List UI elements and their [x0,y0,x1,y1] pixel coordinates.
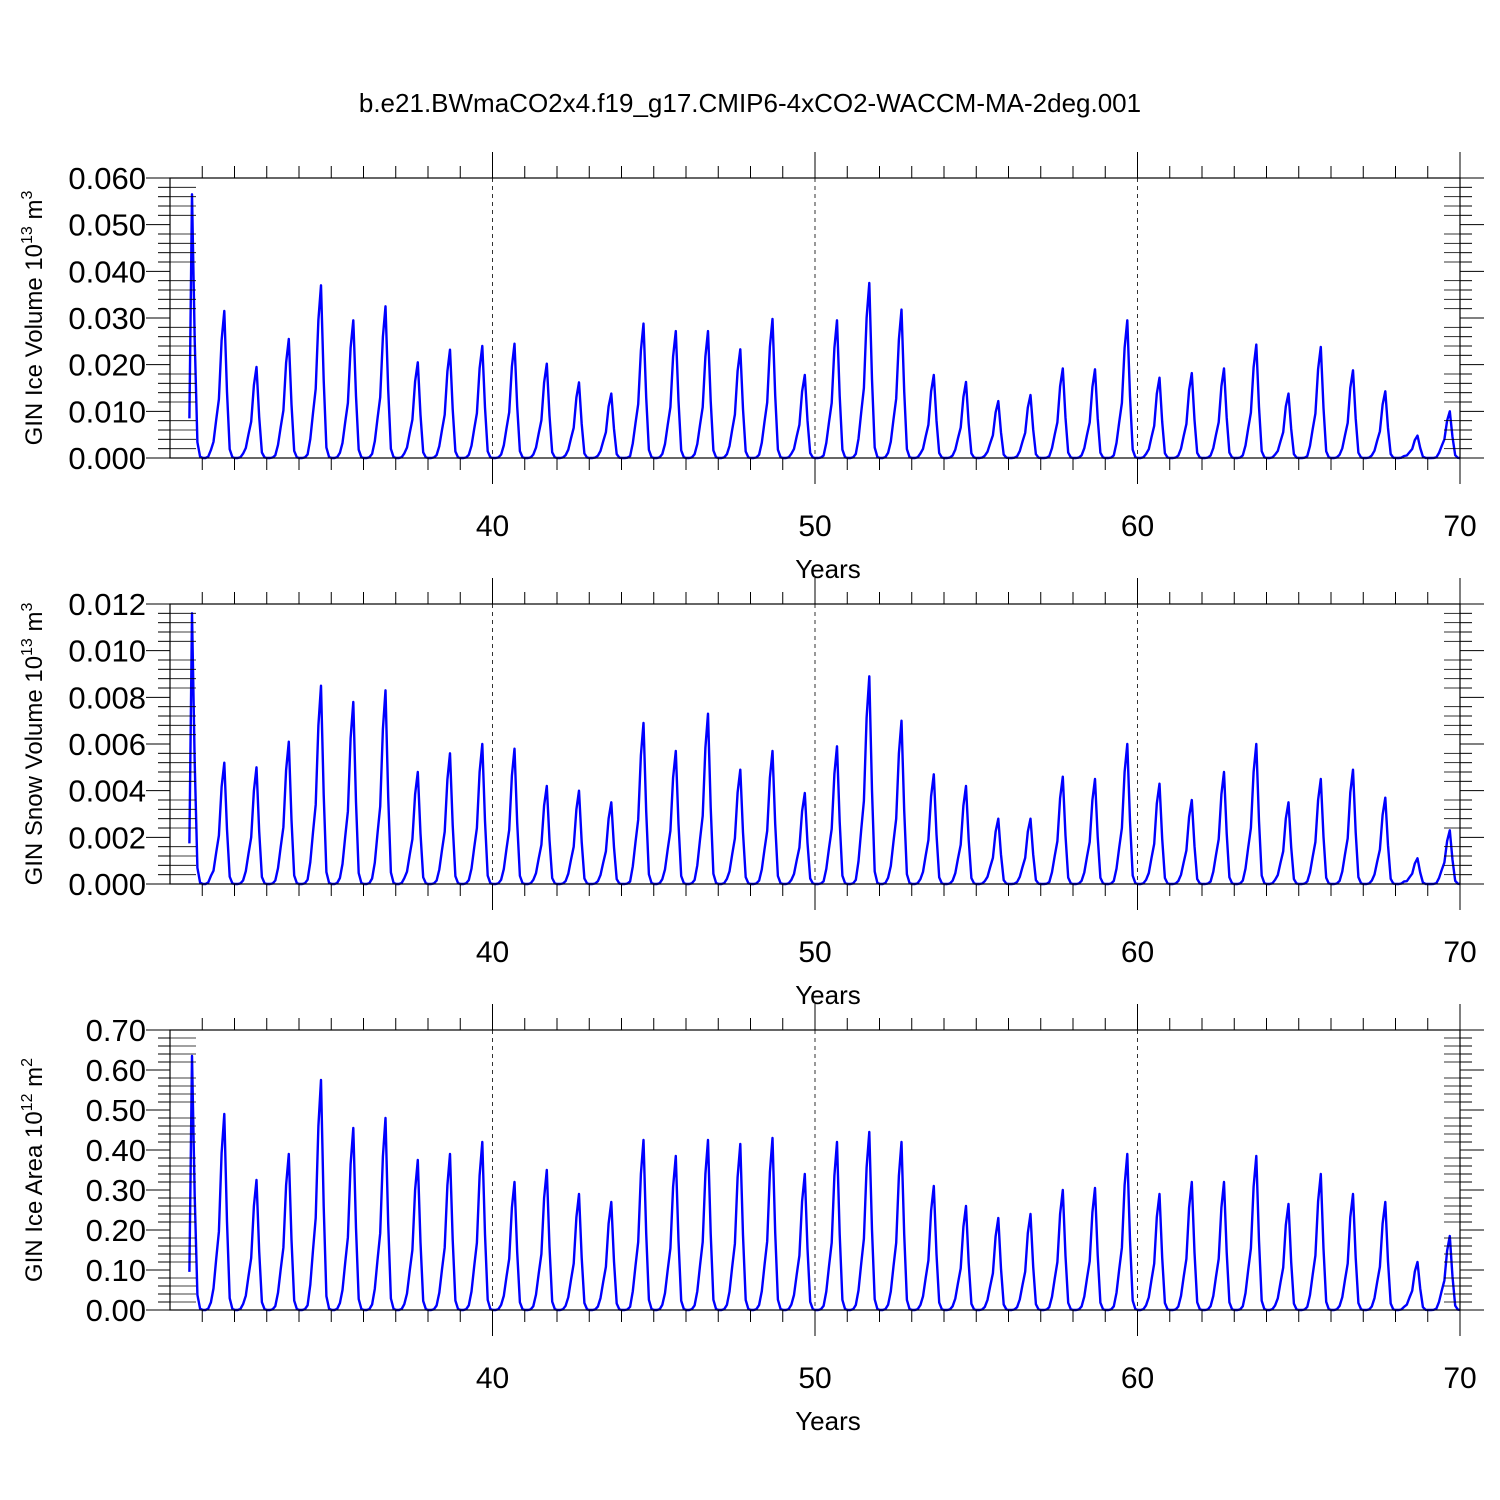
x-tick-label: 70 [1443,510,1476,543]
y-tick-label: 0.50 [86,1093,146,1128]
x-tick-label: 70 [1443,1362,1476,1395]
x-tick-label: 60 [1121,510,1154,543]
panel-ice-area: 40 50 60 70 Years 0.00 0.10 0.20 0.30 0.40 0.50 0.6… [19,1004,1484,1436]
x-tick-label: 50 [798,936,831,969]
y-tick-label: 0.020 [68,348,146,383]
y-tick-label: 0.012 [68,587,146,622]
x-axis-label: Years [795,1406,861,1436]
y-tick-label: 0.006 [68,727,146,762]
x-tick-label: 40 [476,510,509,543]
y-tick-label: 0.010 [68,634,146,669]
y-tick-label: 0.040 [68,254,146,289]
y-tick-label: 0.060 [68,161,146,196]
y-tick-label: 0.70 [86,1013,146,1048]
series-line [188,1054,1461,1312]
y-tick-label: 0.008 [68,680,146,715]
x-tick-label: 60 [1121,1362,1154,1395]
y-axis-label: GIN Ice Volume 1013 m3 [19,191,48,446]
panel-ice-volume: 40 50 60 70 Years 0.000 0.010 0.020 0.030 0.040 0.… [19,152,1484,584]
y-tick-label: 0.002 [68,820,146,855]
y-tick-label: 0.000 [68,441,146,476]
y-tick-label: 0.40 [86,1133,146,1168]
x-tick-label: 60 [1121,936,1154,969]
y-tick-label: 0.004 [68,774,146,809]
y-tick-label: 0.00 [86,1293,146,1328]
y-tick-label: 0.20 [86,1213,146,1248]
x-tick-label: 50 [798,1362,831,1395]
series-line [188,612,1461,886]
x-axis-label: Years [795,980,861,1010]
x-axis-label: Years [795,554,861,584]
y-axis-label: GIN Ice Area 1012 m2 [19,1058,48,1282]
y-tick-label: 0.050 [68,208,146,243]
y-tick-label: 0.60 [86,1053,146,1088]
x-tick-label: 70 [1443,936,1476,969]
x-tick-label: 40 [476,936,509,969]
panel-snow-volume: 40 50 60 70 Years 0.000 0.002 0.004 0.006 0.008 0.… [19,578,1484,1010]
y-tick-label: 0.000 [68,867,146,902]
x-tick-label: 40 [476,1362,509,1395]
y-tick-label: 0.010 [68,394,146,429]
x-tick-label: 50 [798,510,831,543]
y-tick-label: 0.30 [86,1173,146,1208]
series-line [188,193,1461,460]
y-tick-label: 0.030 [68,301,146,336]
y-tick-label: 0.10 [86,1253,146,1288]
y-axis-label: GIN Snow Volume 1013 m3 [19,602,48,885]
figure-title: b.e21.BWmaCO2x4.f19_g17.CMIP6-4xCO2-WACC… [359,88,1141,118]
